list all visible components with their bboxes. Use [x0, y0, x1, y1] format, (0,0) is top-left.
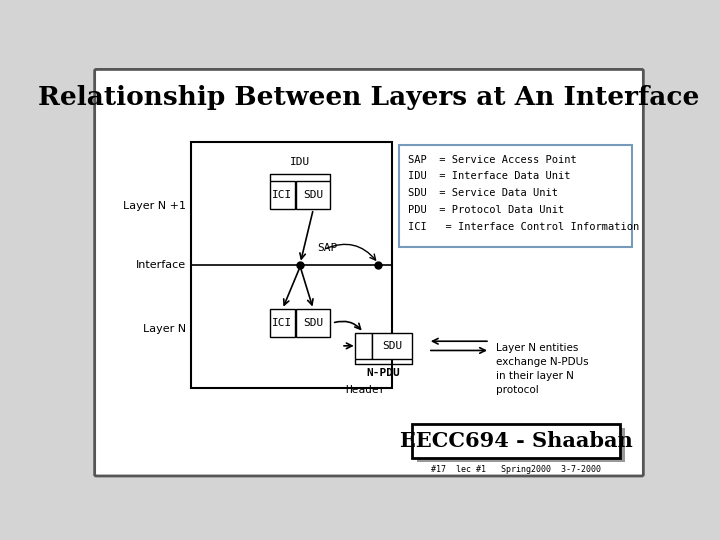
- Bar: [355, 333, 372, 359]
- Bar: [297, 309, 330, 337]
- FancyBboxPatch shape: [399, 145, 631, 247]
- Bar: [270, 309, 294, 337]
- Text: SDU  = Service Data Unit: SDU = Service Data Unit: [408, 188, 558, 198]
- Bar: [297, 181, 330, 209]
- Bar: [270, 181, 294, 209]
- Text: SDU: SDU: [303, 190, 323, 200]
- Text: SDU: SDU: [303, 318, 323, 328]
- Text: SAP: SAP: [318, 243, 338, 253]
- Text: IDU: IDU: [290, 157, 310, 167]
- Text: ICI: ICI: [272, 190, 292, 200]
- Text: SAP  = Service Access Point: SAP = Service Access Point: [408, 154, 577, 165]
- Text: EECC694 - Shaaban: EECC694 - Shaaban: [400, 430, 633, 450]
- Text: ICI: ICI: [272, 318, 292, 328]
- Text: Interface: Interface: [136, 260, 186, 270]
- Text: Layer N entities
exchange N-PDUs
in their layer N
protocol: Layer N entities exchange N-PDUs in thei…: [496, 343, 589, 395]
- Bar: [372, 333, 413, 359]
- Bar: [417, 428, 625, 462]
- Text: Layer N: Layer N: [143, 324, 186, 334]
- Text: ICI   = Interface Control Information: ICI = Interface Control Information: [408, 222, 639, 232]
- Text: Relationship Between Layers at An Interface: Relationship Between Layers at An Interf…: [38, 85, 700, 110]
- Text: N-PDU: N-PDU: [367, 368, 400, 378]
- FancyBboxPatch shape: [94, 70, 644, 476]
- Text: PDU  = Protocol Data Unit: PDU = Protocol Data Unit: [408, 205, 564, 215]
- Text: #17  lec #1   Spring2000  3-7-2000: #17 lec #1 Spring2000 3-7-2000: [431, 465, 601, 474]
- Text: IDU  = Interface Data Unit: IDU = Interface Data Unit: [408, 172, 570, 181]
- Bar: [413, 423, 620, 457]
- Text: Header: Header: [345, 385, 385, 395]
- Text: SDU: SDU: [382, 341, 402, 351]
- Text: Layer N +1: Layer N +1: [123, 201, 186, 211]
- Bar: [191, 142, 392, 388]
